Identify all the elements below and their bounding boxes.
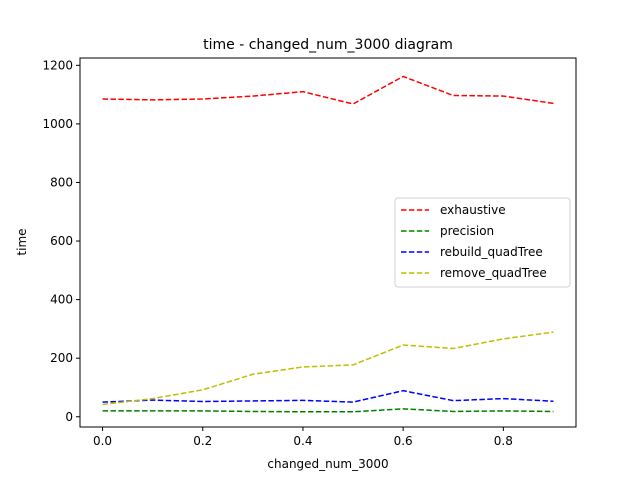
legend-label-exhaustive: exhaustive	[440, 203, 506, 217]
plot-lines	[102, 75, 554, 413]
y-tick-label: 1200	[42, 58, 73, 72]
legend-label-rebuild_quadTree: rebuild_quadTree	[440, 245, 543, 259]
y-axis-label: time	[15, 228, 29, 255]
legend-label-remove_quadTree: remove_quadTree	[440, 266, 547, 280]
series-line-exhaustive	[102, 75, 554, 105]
x-tick-label: 0.0	[93, 434, 112, 448]
series-line-remove_quadTree	[102, 331, 554, 406]
y-tick-label: 800	[50, 175, 73, 189]
x-tick-label: 0.8	[494, 434, 513, 448]
y-tick-label: 200	[50, 351, 73, 365]
series-line-precision	[102, 408, 554, 413]
x-axis-label: changed_num_3000	[267, 457, 388, 471]
y-tick-label: 0	[65, 410, 73, 424]
legend-label-precision: precision	[440, 224, 494, 238]
series-line-rebuild_quadTree	[102, 389, 554, 403]
x-tick-label: 0.4	[293, 434, 312, 448]
legend: exhaustive precision rebuild_quadTreeremov…	[394, 197, 571, 288]
x-tick-label: 0.2	[193, 434, 212, 448]
chart-title: time - changed_num_3000 diagram	[203, 37, 453, 53]
y-tick-label: 400	[50, 293, 73, 307]
y-tick-label: 600	[50, 234, 73, 248]
y-tick-label: 1000	[42, 117, 73, 131]
x-axis: 0.0 0.2 0.4 0.6 0.8	[93, 427, 513, 448]
plot-frame	[79, 57, 577, 428]
y-axis: 0 200 400 600 800 1000 1200	[42, 58, 80, 424]
x-tick-label: 0.6	[394, 434, 413, 448]
legend-box	[394, 197, 571, 288]
